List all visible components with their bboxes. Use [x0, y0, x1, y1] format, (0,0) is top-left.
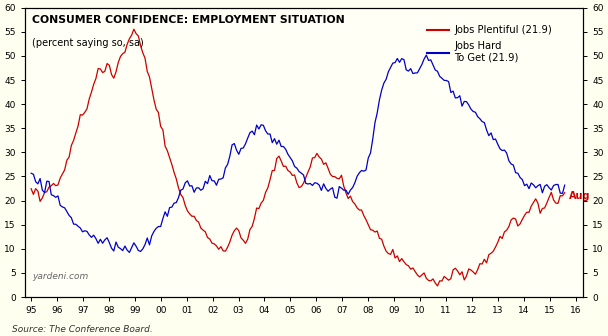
Text: yardeni.com: yardeni.com — [32, 272, 88, 281]
Text: CONSUMER CONFIDENCE: EMPLOYMENT SITUATION: CONSUMER CONFIDENCE: EMPLOYMENT SITUATIO… — [32, 15, 345, 25]
Text: (percent saying so, sa): (percent saying so, sa) — [32, 38, 143, 48]
Text: Aug: Aug — [569, 191, 590, 201]
Legend: Jobs Plentiful (21.9), Jobs Hard
To Get (21.9): Jobs Plentiful (21.9), Jobs Hard To Get … — [423, 22, 556, 67]
Text: Source: The Conference Board.: Source: The Conference Board. — [12, 325, 153, 334]
